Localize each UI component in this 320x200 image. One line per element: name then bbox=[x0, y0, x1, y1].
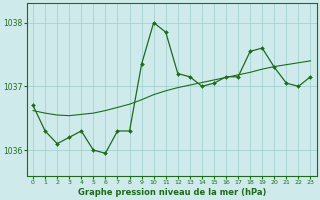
X-axis label: Graphe pression niveau de la mer (hPa): Graphe pression niveau de la mer (hPa) bbox=[77, 188, 266, 197]
